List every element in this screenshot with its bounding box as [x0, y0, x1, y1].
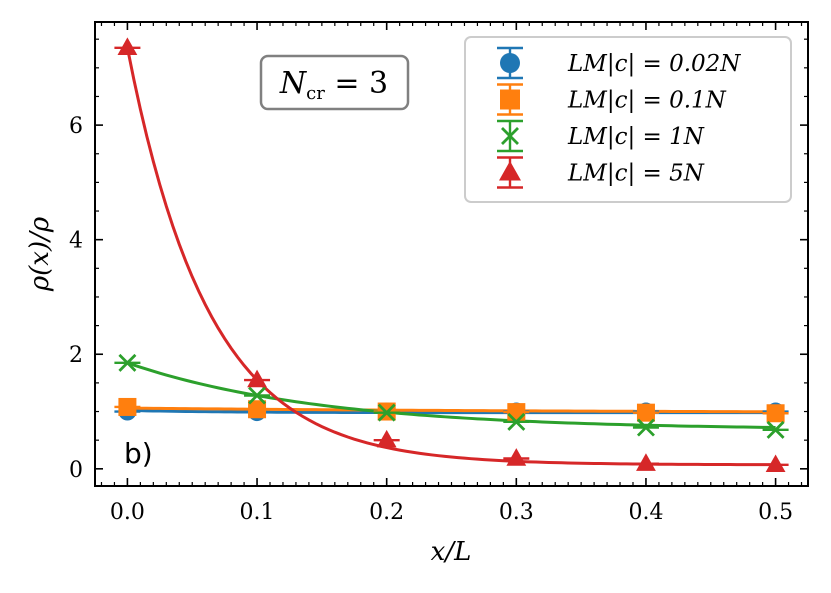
annotation-rest: = 3: [325, 66, 388, 101]
legend-entry: LM|c| = 0.1N: [497, 83, 727, 116]
axis-ticks: 0.0 0.1 0.2 0.3 0.4 0.5 0 2 4 6: [69, 22, 808, 525]
x-axis-label: x/L: [431, 537, 472, 567]
marker-triangle: [765, 454, 786, 473]
legend-label: LM|c| = 1N: [567, 124, 705, 150]
panel-label: b): [124, 437, 153, 470]
marker-triangle: [117, 37, 138, 55]
y-tick-label: 0: [69, 458, 83, 483]
marker-square: [507, 403, 526, 422]
marker-x: [248, 386, 267, 405]
x-tick-label: 0.2: [369, 500, 404, 525]
marker-triangle: [636, 453, 656, 471]
plot-frame: [94, 21, 809, 487]
x-tick-label: 0.4: [628, 500, 663, 525]
marker-x: [507, 412, 526, 431]
legend-label: LM|c| = 0.02N: [567, 51, 741, 77]
marker-square: [500, 89, 520, 110]
marker-circle: [500, 53, 520, 73]
legend-frame: [464, 36, 792, 203]
legend: LM|c| = 0.02N LM|c| = 0.1N LM|c| = 1N LM|c|…: [464, 36, 792, 203]
y-tick-label: 2: [69, 343, 83, 368]
annotation-label: Ncr = 3: [279, 66, 388, 104]
marker-square: [248, 400, 267, 419]
x-tick-label: 0.1: [240, 500, 275, 525]
y-axis-label: ρ(x)/ρ: [25, 216, 55, 292]
x-tick-label: 0.5: [758, 500, 793, 525]
fit-curve: [127, 406, 776, 414]
x-tick-label: 0.3: [499, 500, 534, 525]
annotation-main: N: [279, 66, 308, 101]
fit-curve: [126, 361, 776, 429]
marker-triangle: [506, 448, 527, 466]
marker-triangle: [247, 369, 267, 388]
marker-x: [636, 418, 655, 437]
marker-square: [118, 397, 137, 416]
fit-curve: [125, 47, 776, 467]
marker-x: [501, 127, 519, 145]
marker-triangle: [499, 161, 521, 181]
marker-square: [636, 403, 655, 422]
annotation-box: Ncr = 3: [259, 54, 410, 111]
legend-entry: LM|c| = 5N: [497, 156, 705, 189]
legend-label: LM|c| = 5N: [567, 161, 705, 187]
marker-x: [118, 353, 137, 372]
marker-square: [766, 404, 785, 423]
y-tick-label: 6: [69, 114, 83, 139]
annotation-sub: cr: [306, 83, 325, 104]
legend-entry: LM|c| = 0.02N: [497, 46, 741, 80]
y-tick-label: 4: [69, 229, 83, 254]
x-tick-label: 0.0: [110, 500, 145, 525]
legend-entry: LM|c| = 1N: [497, 119, 705, 153]
marker-x: [377, 403, 396, 422]
fit-curves: [125, 47, 776, 467]
data-markers: [114, 37, 789, 473]
marker-x: [766, 420, 785, 439]
marker-triangle: [376, 429, 397, 448]
legend-label: LM|c| = 0.1N: [567, 88, 727, 114]
